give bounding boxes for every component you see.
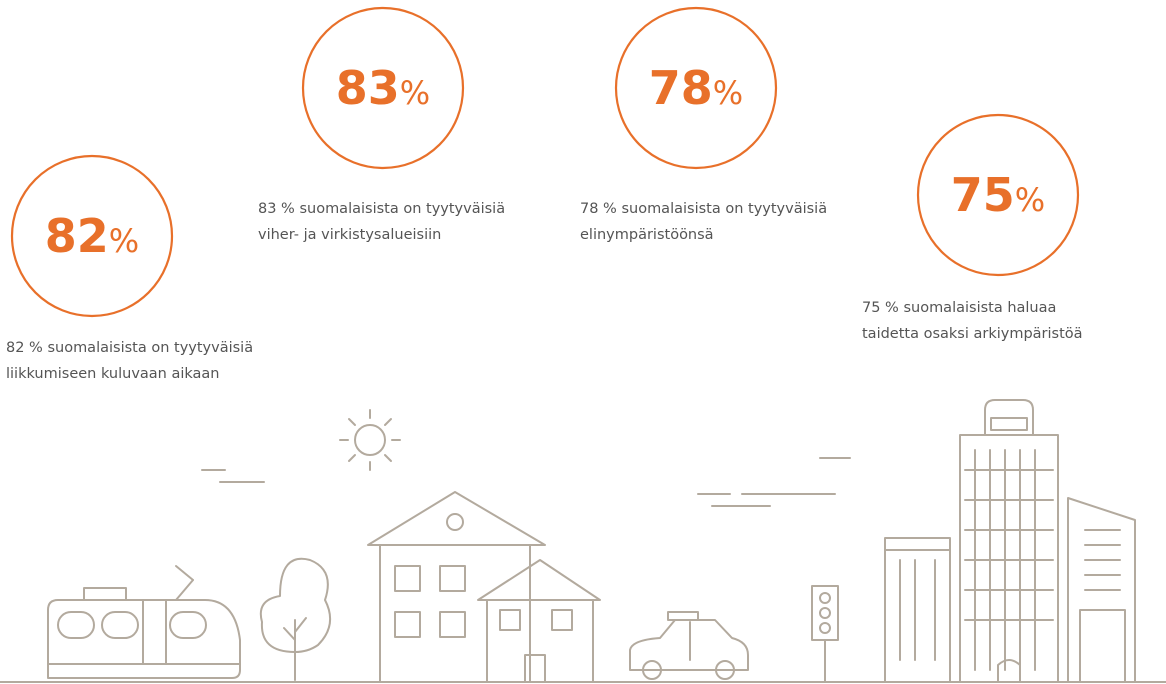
stat-caption: taidetta osaksi arkiympäristöä	[862, 326, 1083, 342]
stat-number: 83	[336, 61, 400, 115]
stat-caption: 82 % suomalaisista on tyytyväisiä	[6, 340, 253, 356]
stat-number: 78	[649, 61, 713, 115]
stat-caption: viher- ja virkistysalueisiin	[258, 227, 441, 243]
stat-unit: %	[713, 74, 743, 112]
stat-number: 82	[45, 209, 109, 263]
stat-value: 83%	[336, 61, 430, 115]
stat-caption: 75 % suomalaisista haluaa	[862, 300, 1056, 316]
stat-number: 75	[951, 168, 1015, 222]
stat-value: 78%	[649, 61, 743, 115]
infographic: 82% 82 % suomalaisista on tyytyväisiä liik…	[0, 0, 1166, 684]
stat-unit: %	[1015, 181, 1045, 219]
stat-caption: liikkumiseen kuluvaan aikaan	[6, 366, 220, 382]
page: 82% 82 % suomalaisista on tyytyväisiä liik…	[0, 0, 1166, 684]
stat-caption: elinympäristöönsä	[580, 227, 714, 243]
stat-caption: 78 % suomalaisista on tyytyväisiä	[580, 201, 827, 217]
city-illustration	[0, 400, 1166, 682]
stat-value: 82%	[45, 209, 139, 263]
stat-unit: %	[400, 74, 430, 112]
stat-caption: 83 % suomalaisista on tyytyväisiä	[258, 201, 505, 217]
stat-unit: %	[109, 222, 139, 260]
stat-value: 75%	[951, 168, 1045, 222]
